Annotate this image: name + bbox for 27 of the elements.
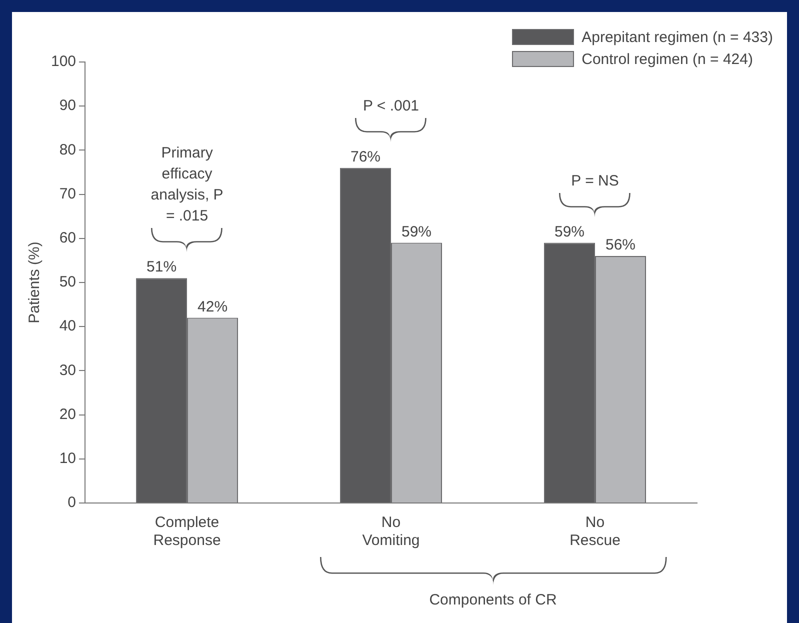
legend-label: Aprepitant regimen (n = 433) xyxy=(582,28,773,46)
data-label: 59% xyxy=(401,223,432,240)
data-label: 76% xyxy=(350,148,381,166)
annotation: Primary efficacy analysis, P = .015 xyxy=(150,144,224,225)
x-tick-label: No Rescue xyxy=(570,514,620,550)
y-tick-label: 30 xyxy=(59,362,76,379)
y-tick-label: 90 xyxy=(59,97,76,114)
y-tick-label: 40 xyxy=(59,318,76,335)
y-axis-title: Patients (%) xyxy=(26,242,44,324)
y-tick-label: 100 xyxy=(50,53,76,70)
data-label: 51% xyxy=(146,258,177,276)
x-tick-label: No Vomiting xyxy=(362,514,420,550)
y-tick-label: 60 xyxy=(59,230,76,247)
annotation: P = NS xyxy=(571,172,619,190)
data-label: 56% xyxy=(605,236,636,254)
y-tick-label: 50 xyxy=(59,274,76,291)
y-tick-label: 80 xyxy=(59,141,76,158)
legend-label: Control regimen (n = 424) xyxy=(582,50,753,68)
y-tick-label: 20 xyxy=(59,406,76,423)
annotation: P < .001 xyxy=(363,97,420,114)
data-label: 59% xyxy=(554,223,585,240)
y-tick-label: 10 xyxy=(59,450,76,468)
y-tick-label: 0 xyxy=(68,494,76,512)
text: Components of CR xyxy=(429,592,557,609)
x-tick-label: Complete Response xyxy=(153,514,221,550)
data-label: 42% xyxy=(198,298,228,316)
y-tick-label: 70 xyxy=(59,185,76,202)
